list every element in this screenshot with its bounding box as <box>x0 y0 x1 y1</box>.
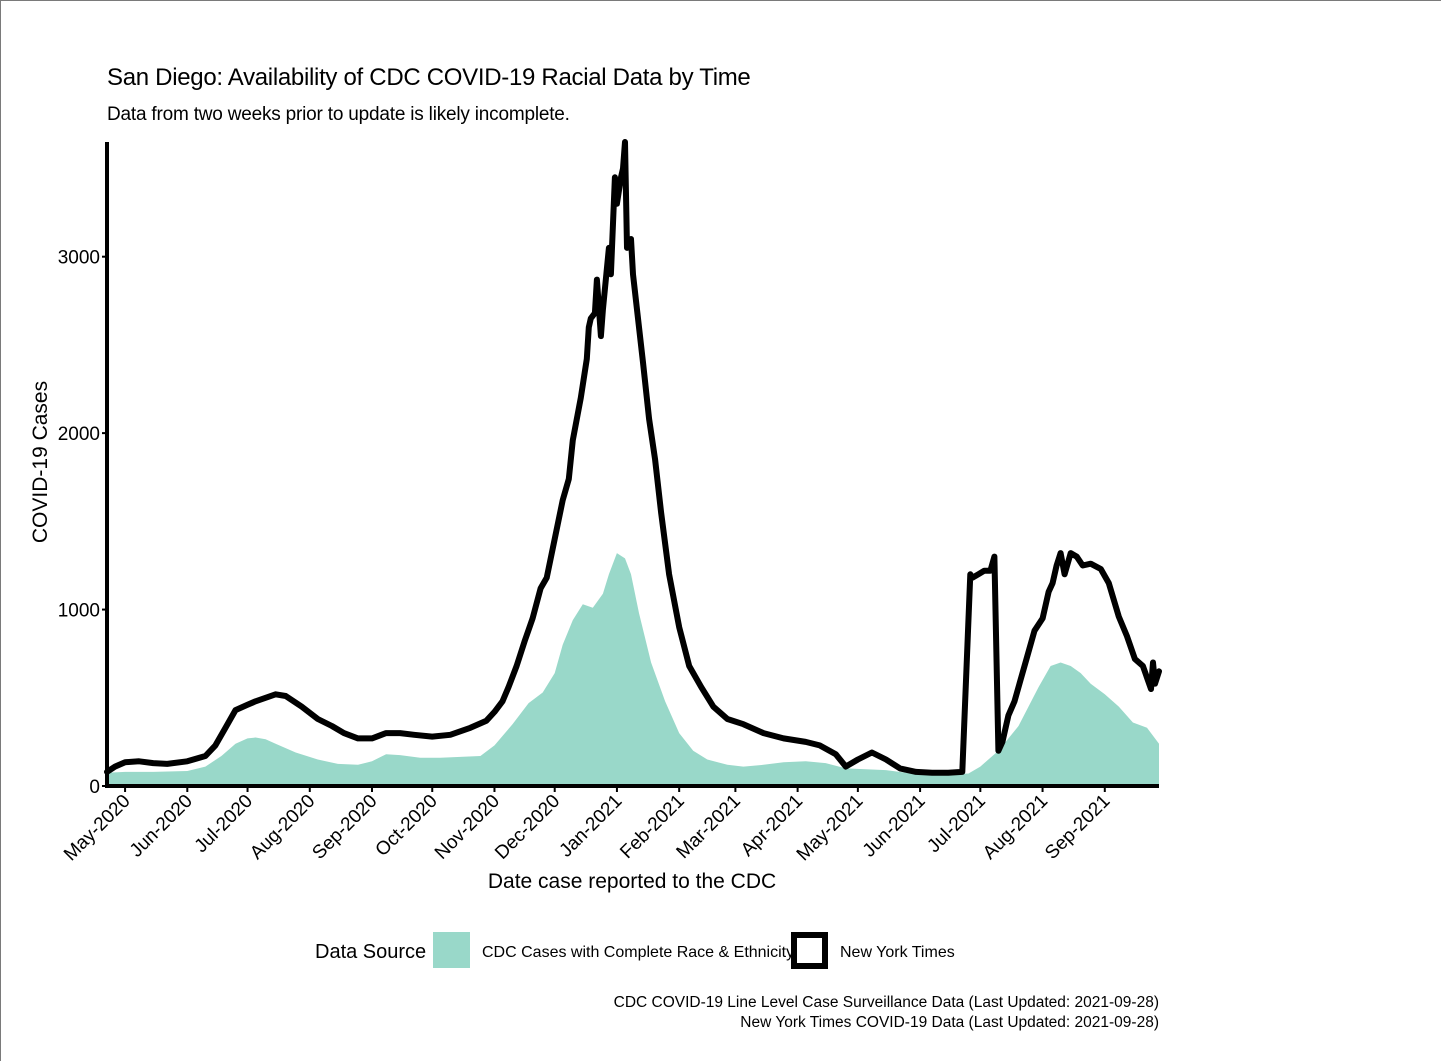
x-tick-label: Jun-2021 <box>859 791 930 862</box>
legend-swatch-nyt <box>791 932 828 969</box>
x-axis-title: Date case reported to the CDC <box>488 870 776 893</box>
chart-title: San Diego: Availability of CDC COVID-19 … <box>107 64 751 91</box>
legend-title: Data Source <box>315 941 426 963</box>
y-tick-label: 3000 <box>58 248 100 269</box>
x-tick-label: Jan-2021 <box>556 791 627 862</box>
x-tick-label: Sep-2020 <box>308 791 381 864</box>
legend: Data Source CDC Cases with Complete Race… <box>315 932 955 969</box>
source-credits: CDC COVID-19 Line Level Case Surveillanc… <box>614 993 1159 1033</box>
series-cdc-area <box>107 553 1159 786</box>
y-tick-label: 2000 <box>58 424 100 445</box>
x-tick-label: Dec-2020 <box>491 791 564 864</box>
series-nyt-line <box>104 139 1162 776</box>
x-tick-label: Sep-2021 <box>1041 791 1114 864</box>
x-tick-label: Nov-2020 <box>431 791 504 864</box>
legend-label-nyt: New York Times <box>840 944 955 961</box>
x-tick-label: Aug-2021 <box>979 791 1052 864</box>
y-axis-title: COVID-19 Cases <box>29 381 52 543</box>
chart-subtitle: Data from two weeks prior to update is l… <box>107 104 570 125</box>
x-tick-label: Jun-2020 <box>126 791 197 862</box>
legend-swatch-cdc <box>433 932 470 968</box>
legend-label-cdc: CDC Cases with Complete Race & Ethnicity <box>482 944 794 961</box>
x-tick-label: Aug-2020 <box>246 791 319 864</box>
plot-area <box>104 139 1162 786</box>
x-tick-label: May-2021 <box>793 791 868 866</box>
y-tick-label: 0 <box>89 777 100 798</box>
credit-cdc: CDC COVID-19 Line Level Case Surveillanc… <box>613 994 1159 1011</box>
y-tick-label: 1000 <box>58 601 100 622</box>
x-tick-label: May-2020 <box>60 791 135 866</box>
credit-nyt: New York Times COVID-19 Data (Last Updat… <box>740 1014 1159 1031</box>
